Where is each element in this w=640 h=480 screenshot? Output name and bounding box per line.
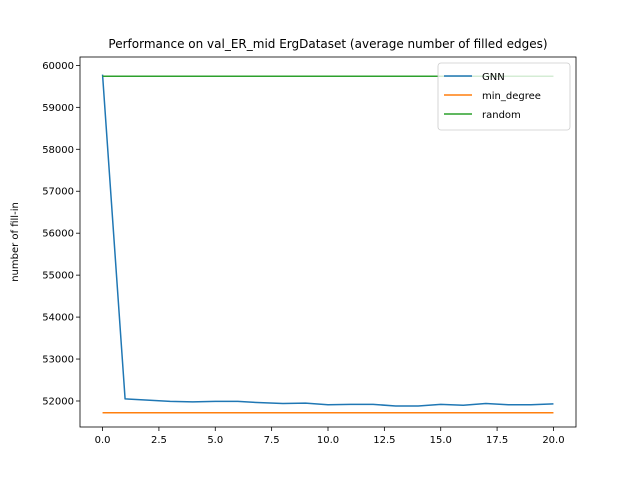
chart-title: Performance on val_ER_mid ErgDataset (av…: [108, 37, 547, 51]
y-tick-label: 60000: [42, 61, 74, 72]
x-tick-label: 20.0: [542, 435, 564, 446]
legend-label-min_degree: min_degree: [482, 91, 541, 102]
legend-label-random: random: [482, 110, 521, 121]
y-tick-label: 57000: [42, 187, 74, 198]
y-tick-label: 53000: [42, 355, 74, 366]
y-tick-label: 58000: [42, 145, 74, 156]
y-tick-label: 56000: [42, 229, 74, 240]
x-tick-label: 10.0: [317, 435, 339, 446]
series-line-GNN: [101, 74, 554, 407]
x-tick-label: 12.5: [373, 435, 395, 446]
y-tick-label: 52000: [42, 396, 74, 407]
x-tick-label: 7.5: [264, 435, 280, 446]
legend-label-GNN: GNN: [482, 72, 505, 83]
y-tick-label: 54000: [42, 313, 74, 324]
y-axis-label: number of fill-in: [10, 202, 21, 282]
x-tick-label: 17.5: [486, 435, 508, 446]
x-tick-label: 0.0: [95, 435, 111, 446]
x-tick-label: 2.5: [151, 435, 167, 446]
x-tick-label: 5.0: [207, 435, 223, 446]
y-tick-label: 59000: [42, 103, 74, 114]
axis-layer: 0.0 2.5 5.0 7.5 10.0 12.5 15.0 17.5 20.0 52000 530…: [42, 56, 577, 446]
y-tick-label: 55000: [42, 271, 74, 282]
x-tick-label: 15.0: [430, 435, 452, 446]
